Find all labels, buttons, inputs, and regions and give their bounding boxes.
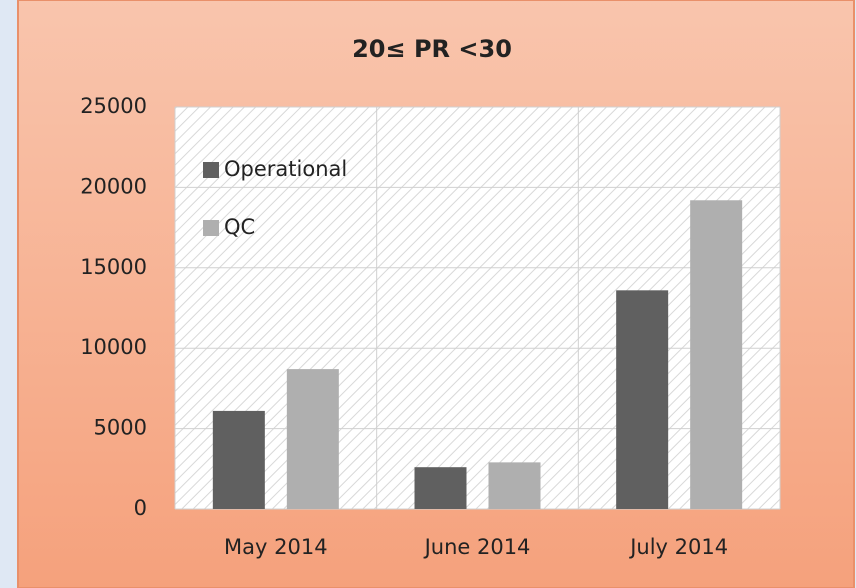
legend-label: QC bbox=[224, 215, 255, 239]
y-tick-label: 5000 bbox=[94, 416, 147, 440]
plot-area bbox=[175, 107, 780, 509]
x-tick-label: July 2014 bbox=[628, 535, 728, 559]
bar bbox=[488, 462, 541, 509]
legend-swatch bbox=[203, 162, 219, 178]
y-tick-label: 0 bbox=[134, 496, 147, 520]
bar bbox=[690, 200, 743, 509]
y-tick-label: 10000 bbox=[80, 335, 147, 359]
y-tick-label: 25000 bbox=[80, 94, 147, 118]
bar bbox=[616, 290, 669, 509]
x-tick-label: May 2014 bbox=[224, 535, 328, 559]
y-tick-label: 20000 bbox=[80, 174, 147, 198]
bar bbox=[286, 369, 339, 509]
legend-swatch bbox=[203, 220, 219, 236]
legend-label: Operational bbox=[224, 157, 347, 181]
bar bbox=[212, 410, 265, 509]
chart-title: 20≤ PR <30 bbox=[352, 35, 512, 63]
x-tick-label: June 2014 bbox=[423, 535, 531, 559]
y-tick-label: 15000 bbox=[80, 255, 147, 279]
bar bbox=[414, 467, 467, 509]
